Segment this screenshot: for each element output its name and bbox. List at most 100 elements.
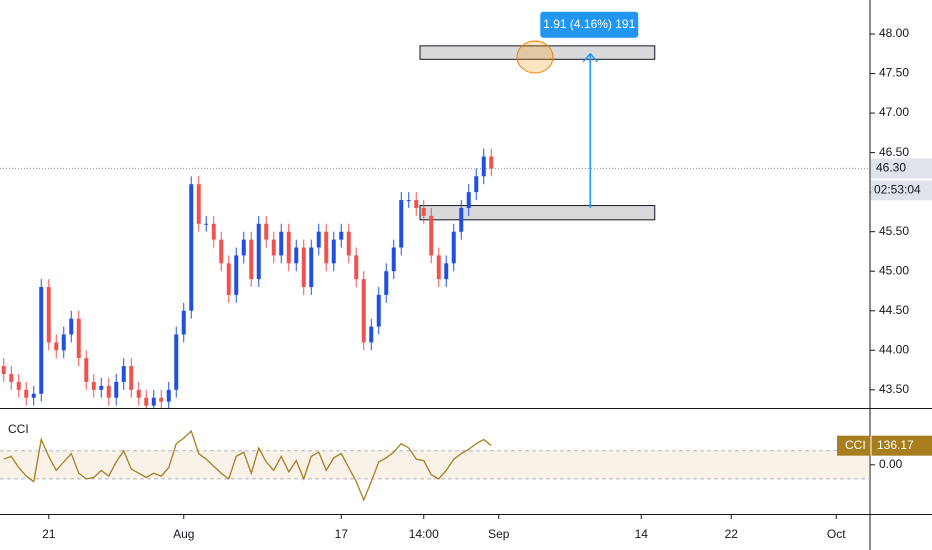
candle-body <box>279 231 284 256</box>
candle-body <box>264 223 269 240</box>
last-price-box <box>871 158 932 179</box>
candle-body <box>391 247 396 272</box>
cci-last-value: 136.17 <box>877 438 914 452</box>
candle-body <box>459 207 464 232</box>
x-tick-label: 21 <box>42 527 56 541</box>
cci-last-box <box>837 435 932 456</box>
last-price-label: 46.30 <box>876 161 906 175</box>
countdown-box <box>871 180 932 201</box>
candle-body <box>331 239 336 264</box>
candle-body <box>346 231 351 256</box>
cci-line <box>3 429 492 502</box>
measure-label-box <box>540 11 639 38</box>
candle-body <box>219 239 224 264</box>
candle-body <box>301 247 306 288</box>
candle-body <box>61 334 66 351</box>
candle-body <box>181 310 186 335</box>
candle-body <box>249 239 254 280</box>
candle-body <box>474 176 479 193</box>
candle-body <box>204 223 209 225</box>
candle-body <box>361 279 366 343</box>
candle-body <box>444 263 449 280</box>
candle-body <box>256 223 261 280</box>
candle-body <box>414 200 419 208</box>
candle-body <box>481 156 486 177</box>
highlight-circle <box>516 40 554 74</box>
cci-last-name: CCI <box>845 438 866 452</box>
candle-body <box>226 263 231 295</box>
candle-body <box>354 255 359 280</box>
candle-body <box>294 247 299 264</box>
candle-body <box>421 207 426 216</box>
candle-body <box>106 385 111 398</box>
candle-body <box>46 287 51 343</box>
candle-body <box>174 334 179 390</box>
price-pane: 1.91 (4.16%) 191 <box>0 11 870 408</box>
cci-band <box>0 450 870 479</box>
candle-body <box>54 342 59 351</box>
y-tick-label: 44.50 <box>879 303 909 317</box>
y-tick-label: 44.00 <box>879 342 909 356</box>
candle-body <box>271 239 276 256</box>
candle-body <box>436 255 441 280</box>
candle-body <box>339 231 344 240</box>
candle-body <box>376 294 381 327</box>
y-tick-label: 43.50 <box>879 382 909 396</box>
cci-title: CCI <box>8 422 29 436</box>
candle-body <box>399 200 404 248</box>
candle-body <box>429 215 434 256</box>
candle-body <box>24 389 29 398</box>
zone <box>419 45 656 60</box>
countdown-label: 02:53:04 <box>874 183 921 197</box>
cci-tick-label: 0.00 <box>879 457 903 471</box>
candle-body <box>144 397 149 406</box>
candle-body <box>324 231 329 264</box>
y-tick-label: 47.00 <box>879 105 909 119</box>
y-tick-label: 48.00 <box>879 26 909 40</box>
candle-body <box>166 389 171 402</box>
y-tick-label: 45.50 <box>879 224 909 238</box>
candle-body <box>286 231 291 264</box>
measure-arrowhead <box>582 52 598 63</box>
candle-body <box>489 156 494 169</box>
y-tick-label: 45.00 <box>879 263 909 277</box>
candle-body <box>189 184 194 311</box>
x-tick-label: 14:00 <box>409 527 439 541</box>
candle-body <box>121 366 126 382</box>
candle-body <box>114 381 119 398</box>
candle-body <box>91 381 96 390</box>
x-tick-label: Aug <box>173 527 194 541</box>
measure-label: 1.91 (4.16%) 191 <box>543 17 635 31</box>
candle-body <box>241 239 246 256</box>
x-tick-label: Oct <box>827 527 846 541</box>
y-tick-label: 46.50 <box>879 145 909 159</box>
overlay: 43.5044.0044.5045.0045.5046.0046.5047.00… <box>42 26 932 541</box>
cci-pane <box>0 429 870 502</box>
x-tick-label: 17 <box>335 527 349 541</box>
candle-body <box>159 397 164 402</box>
candle-body <box>136 389 141 398</box>
zone <box>419 205 656 221</box>
candle-body <box>196 184 201 224</box>
candle-body <box>384 271 389 295</box>
y-tick-label: 47.50 <box>879 66 909 80</box>
candle-body <box>309 247 314 288</box>
x-tick-label: 14 <box>635 527 649 541</box>
candle-body <box>99 385 104 390</box>
candle-body <box>406 200 411 202</box>
candle-body <box>69 318 74 335</box>
candle-body <box>211 223 216 240</box>
x-tick-label: 22 <box>725 527 739 541</box>
candle-body <box>129 366 134 390</box>
x-tick-label: Sep <box>488 527 510 541</box>
candle-body <box>9 374 14 382</box>
candle-body <box>16 381 21 390</box>
candle-body <box>316 231 321 248</box>
candle-body <box>369 326 374 343</box>
candle-body <box>466 192 471 208</box>
candle-body <box>76 318 81 359</box>
candle-body <box>31 393 36 398</box>
candle-body <box>234 255 239 295</box>
